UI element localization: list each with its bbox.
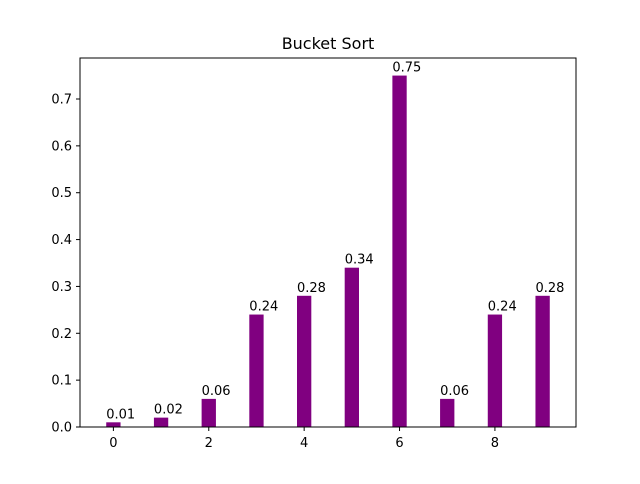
data-label-9: 0.28 — [535, 281, 564, 296]
bar-0 — [106, 422, 121, 427]
bar-4 — [297, 295, 312, 427]
bar-5 — [344, 267, 359, 427]
y-tick-label-7: 0.7 — [51, 93, 72, 108]
data-label-3: 0.24 — [249, 300, 278, 315]
y-tick-label-3: 0.3 — [51, 280, 72, 295]
data-label-2: 0.06 — [202, 384, 231, 399]
bar-3 — [249, 314, 264, 427]
y-tick-label-0: 0.0 — [51, 421, 72, 436]
y-tick-label-1: 0.1 — [51, 374, 72, 389]
x-tick-label-0: 0 — [109, 436, 117, 451]
bar-9 — [535, 295, 550, 427]
bars-group — [106, 75, 550, 428]
data-label-4: 0.28 — [297, 281, 326, 296]
bar-6 — [392, 75, 407, 428]
chart-title: Bucket Sort — [282, 34, 375, 53]
x-tick-label-4: 8 — [491, 436, 499, 451]
data-label-5: 0.34 — [345, 253, 374, 268]
data-label-0: 0.01 — [106, 407, 135, 422]
bar-2 — [201, 398, 216, 427]
plot-frame — [79, 57, 577, 428]
data-label-6: 0.75 — [392, 61, 421, 76]
y-tick-label-4: 0.4 — [51, 233, 72, 248]
y-tick-label-2: 0.2 — [51, 327, 72, 342]
x-tick-label-3: 6 — [395, 436, 403, 451]
data-labels-group: 0.01 0.02 0.06 0.24 0.28 0.34 0.75 0.06 0.24 0.28 — [106, 61, 564, 423]
bar-1 — [153, 417, 169, 427]
data-label-1: 0.02 — [154, 403, 183, 418]
x-tick-label-2: 4 — [300, 436, 308, 451]
bar-8 — [487, 314, 503, 427]
x-tick-label-1: 2 — [205, 436, 213, 451]
y-tick-label-5: 0.5 — [51, 186, 72, 201]
data-label-7: 0.06 — [440, 384, 469, 399]
data-label-8: 0.24 — [488, 300, 517, 315]
bar-7 — [440, 398, 455, 427]
y-tick-label-6: 0.6 — [51, 139, 72, 154]
axes-group: 0 2 4 6 8 0.0 0.1 0.2 0.3 0.4 0.5 0.6 0.7 — [51, 57, 577, 451]
